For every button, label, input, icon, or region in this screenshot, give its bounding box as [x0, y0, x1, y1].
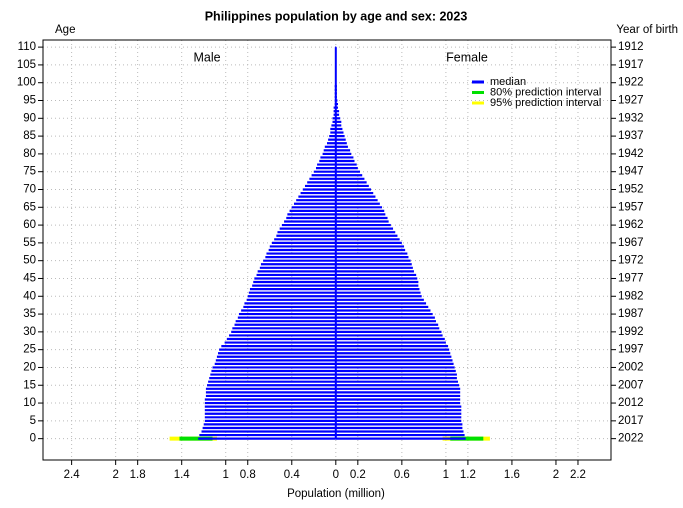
y2-tick-label: 2022 — [618, 433, 644, 445]
y2-tick-label: 1992 — [618, 326, 644, 338]
y-tick-label: 40 — [23, 290, 36, 302]
x-tick-label: 0.6 — [394, 469, 410, 481]
y-tick-label: 80 — [23, 148, 36, 160]
x-tick-label: 1.4 — [174, 469, 191, 481]
y-tick-label: 0 — [30, 433, 36, 445]
y-tick-label: 110 — [18, 41, 36, 53]
x-tick-label: 1.8 — [130, 469, 146, 481]
y2-tick-label: 1957 — [618, 201, 644, 213]
series-label: Male — [193, 50, 220, 64]
y2-tick-label: 1967 — [618, 237, 644, 249]
y-axis-label: Age — [55, 24, 75, 36]
y2-tick-label: 2007 — [618, 379, 644, 391]
y-tick-label: 75 — [23, 166, 36, 178]
y-tick-label: 95 — [23, 95, 36, 107]
chart-title: Philippines population by age and sex: 2… — [205, 9, 468, 23]
y-tick-label: 70 — [23, 184, 36, 196]
y-tick-label: 45 — [23, 273, 36, 285]
y-tick-label: 55 — [23, 237, 36, 249]
y-tick-label: 5 — [30, 415, 36, 427]
y2-tick-label: 1937 — [618, 130, 644, 142]
y2-axis-label: Year of birth — [616, 24, 678, 36]
y-tick-label: 100 — [17, 77, 36, 89]
y-tick-label: 35 — [23, 308, 36, 320]
y2-tick-label: 1912 — [618, 41, 644, 53]
y2-tick-label: 1942 — [618, 148, 644, 160]
x-tick-label: 0.2 — [350, 469, 366, 481]
y2-tick-label: 1962 — [618, 219, 644, 231]
y2-tick-label: 1997 — [618, 344, 644, 356]
y-tick-label: 25 — [23, 344, 36, 356]
y2-tick-label: 1982 — [618, 290, 644, 302]
plot-frame — [42, 39, 612, 461]
y-tick-label: 90 — [23, 112, 36, 124]
y2-tick-label: 1972 — [618, 255, 644, 267]
legend-label: median — [490, 76, 526, 88]
y-tick-label: 60 — [23, 219, 36, 231]
y2-tick-label: 2002 — [618, 361, 644, 373]
x-tick-label: 0.8 — [240, 469, 256, 481]
x-tick-label: 2 — [112, 469, 118, 481]
y2-tick-label: 2012 — [618, 397, 644, 409]
x-tick-label: 2.2 — [570, 469, 586, 481]
x-tick-label: 1.2 — [460, 469, 476, 481]
y2-tick-label: 1917 — [618, 59, 644, 71]
y2-tick-label: 1922 — [618, 77, 644, 89]
y-tick-label: 15 — [23, 379, 36, 391]
x-tick-label: 1.6 — [504, 469, 520, 481]
legend-label: 80% prediction interval — [490, 86, 601, 98]
y-tick-label: 105 — [17, 59, 36, 71]
x-tick-label: 1 — [443, 469, 449, 481]
y2-tick-label: 1932 — [618, 112, 644, 124]
y2-tick-label: 1952 — [618, 184, 644, 196]
series-label: Female — [446, 50, 488, 64]
y-tick-label: 30 — [23, 326, 36, 338]
x-axis-label: Population (million) — [287, 488, 385, 500]
y-tick-label: 85 — [23, 130, 36, 142]
x-tick-label: 1 — [223, 469, 229, 481]
x-tick-label: 0 — [333, 469, 339, 481]
y2-tick-label: 1977 — [618, 273, 644, 285]
x-tick-label: 0.4 — [284, 469, 301, 481]
y-tick-label: 10 — [23, 397, 36, 409]
y-tick-label: 65 — [23, 201, 36, 213]
legend-label: 95% prediction interval — [490, 97, 601, 109]
y-tick-label: 50 — [23, 255, 36, 267]
x-tick-label: 2.4 — [64, 469, 81, 481]
y-tick-label: 20 — [23, 361, 36, 373]
y2-tick-label: 1987 — [618, 308, 644, 320]
y2-tick-label: 1947 — [618, 166, 644, 178]
x-tick-label: 2 — [553, 469, 559, 481]
y2-tick-label: 1927 — [618, 95, 644, 107]
y2-tick-label: 2017 — [618, 415, 644, 427]
